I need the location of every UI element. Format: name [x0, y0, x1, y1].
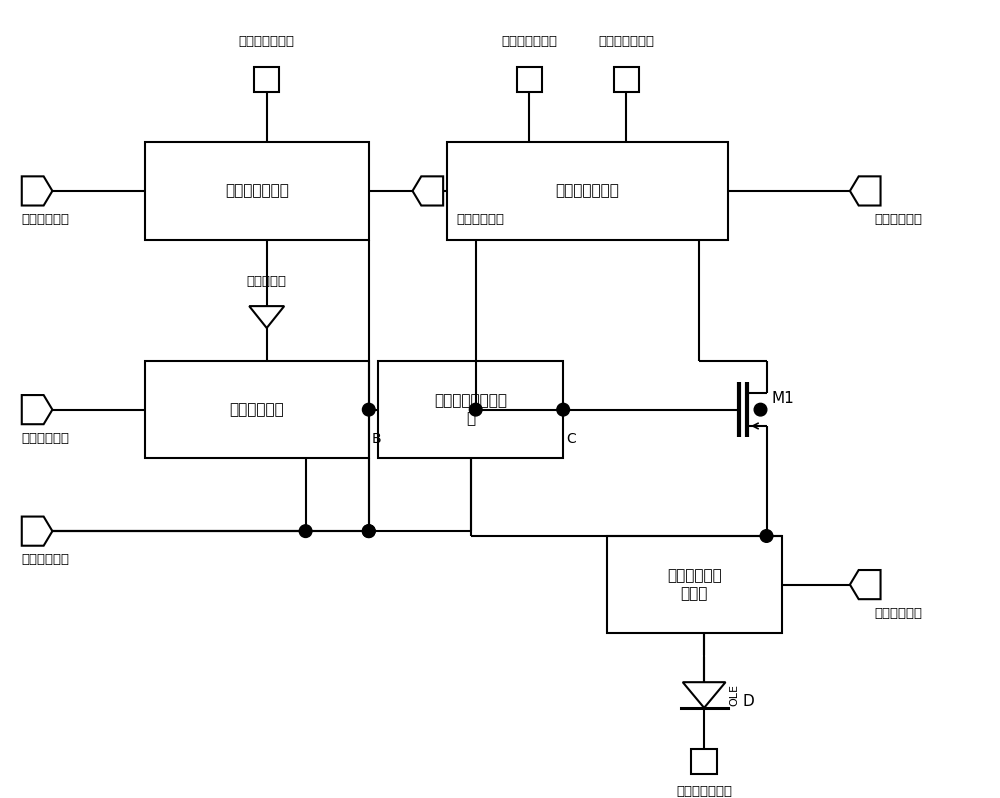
Bar — [607, 536, 782, 633]
Text: OLE: OLE — [730, 684, 740, 706]
Circle shape — [362, 525, 375, 538]
Bar — [447, 142, 728, 239]
Bar — [614, 66, 639, 92]
Polygon shape — [22, 395, 52, 425]
Polygon shape — [850, 176, 881, 206]
Polygon shape — [22, 516, 52, 546]
Text: 第一调节子模块: 第一调节子模块 — [556, 184, 619, 199]
Circle shape — [754, 403, 767, 416]
Text: 第三电压信号端: 第三电压信号端 — [598, 35, 654, 48]
Text: 第二控制信号: 第二控制信号 — [874, 213, 922, 227]
Circle shape — [362, 403, 375, 416]
Text: M1: M1 — [772, 391, 795, 406]
Bar — [378, 361, 563, 458]
Polygon shape — [683, 682, 726, 708]
Text: 第一发光控制子模
块: 第一发光控制子模 块 — [434, 393, 507, 426]
Text: C: C — [566, 432, 576, 446]
Circle shape — [557, 403, 569, 416]
Bar — [517, 66, 542, 92]
Text: 第三电压信号端: 第三电压信号端 — [239, 35, 295, 48]
Text: 第二控制信号: 第二控制信号 — [22, 554, 70, 567]
Text: D: D — [743, 694, 754, 709]
Text: 数据信号端: 数据信号端 — [247, 275, 287, 288]
Bar — [691, 749, 717, 774]
Bar — [145, 361, 369, 458]
Circle shape — [469, 403, 482, 416]
Text: 第一控制信号: 第一控制信号 — [874, 607, 922, 620]
Circle shape — [362, 525, 375, 538]
Circle shape — [760, 530, 773, 543]
Polygon shape — [850, 570, 881, 599]
Polygon shape — [22, 176, 52, 206]
Bar — [145, 142, 369, 239]
Text: 第一控制信号: 第一控制信号 — [456, 213, 504, 227]
Text: 第二发光控制
子模块: 第二发光控制 子模块 — [667, 568, 722, 601]
Text: 第三控制信号: 第三控制信号 — [22, 213, 70, 227]
Text: 第二电压信号端: 第二电压信号端 — [501, 35, 557, 48]
Text: 第四控制信号: 第四控制信号 — [22, 432, 70, 445]
Text: B: B — [372, 432, 381, 446]
Bar — [254, 66, 279, 92]
Text: 第二调节子模块: 第二调节子模块 — [225, 184, 289, 199]
Polygon shape — [413, 176, 443, 206]
Circle shape — [299, 525, 312, 538]
Text: 数据写入模块: 数据写入模块 — [230, 402, 284, 417]
Text: 第一电压信号端: 第一电压信号端 — [676, 785, 732, 798]
Polygon shape — [249, 306, 284, 328]
